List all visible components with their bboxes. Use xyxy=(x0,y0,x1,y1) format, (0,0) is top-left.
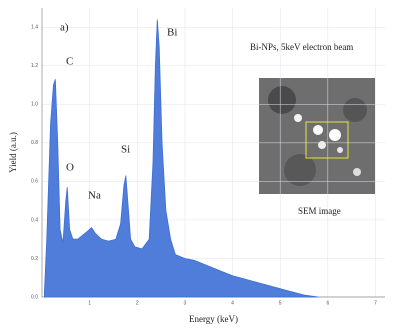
x-tick-label: 7 xyxy=(374,300,377,306)
y-tick-label: 0.2 xyxy=(31,256,38,262)
annotation: Bi xyxy=(167,27,177,39)
annotation: SEM image xyxy=(298,206,341,216)
y-tick-label: 1.2 xyxy=(31,63,38,69)
y-tick-label: 1.0 xyxy=(31,102,38,108)
x-axis-label: Energy (keV) xyxy=(189,314,238,324)
y-axis-label: Yield (a.u.) xyxy=(8,132,18,173)
annotation: Na xyxy=(88,190,101,202)
sem-inset xyxy=(259,78,375,194)
annotation: C xyxy=(66,56,73,68)
annotation: Si xyxy=(121,144,130,156)
x-tick-label: 5 xyxy=(279,300,282,306)
y-tick-label: 0.0 xyxy=(31,294,38,300)
y-tick-label: 0.8 xyxy=(31,140,38,146)
y-tick-label: 1.4 xyxy=(31,25,38,31)
x-tick-label: 2 xyxy=(136,300,139,306)
annotation: Bi-NPs, 5keV electron beam xyxy=(250,42,353,52)
annotation: a) xyxy=(60,22,69,34)
chart: 0.0 0.2 0.4 0.6 0.8 1.0 1.2 1.4 1 2 3 4 5 6 7 a) C O Na Si B… xyxy=(0,0,394,328)
x-tick-label: 6 xyxy=(326,300,329,306)
x-tick-label: 4 xyxy=(231,300,234,306)
annotation: O xyxy=(66,162,74,174)
x-tick-label: 3 xyxy=(184,300,187,306)
x-tick-label: 1 xyxy=(88,300,91,306)
y-tick-label: 0.6 xyxy=(31,179,38,185)
y-tick-label: 0.4 xyxy=(31,217,38,223)
